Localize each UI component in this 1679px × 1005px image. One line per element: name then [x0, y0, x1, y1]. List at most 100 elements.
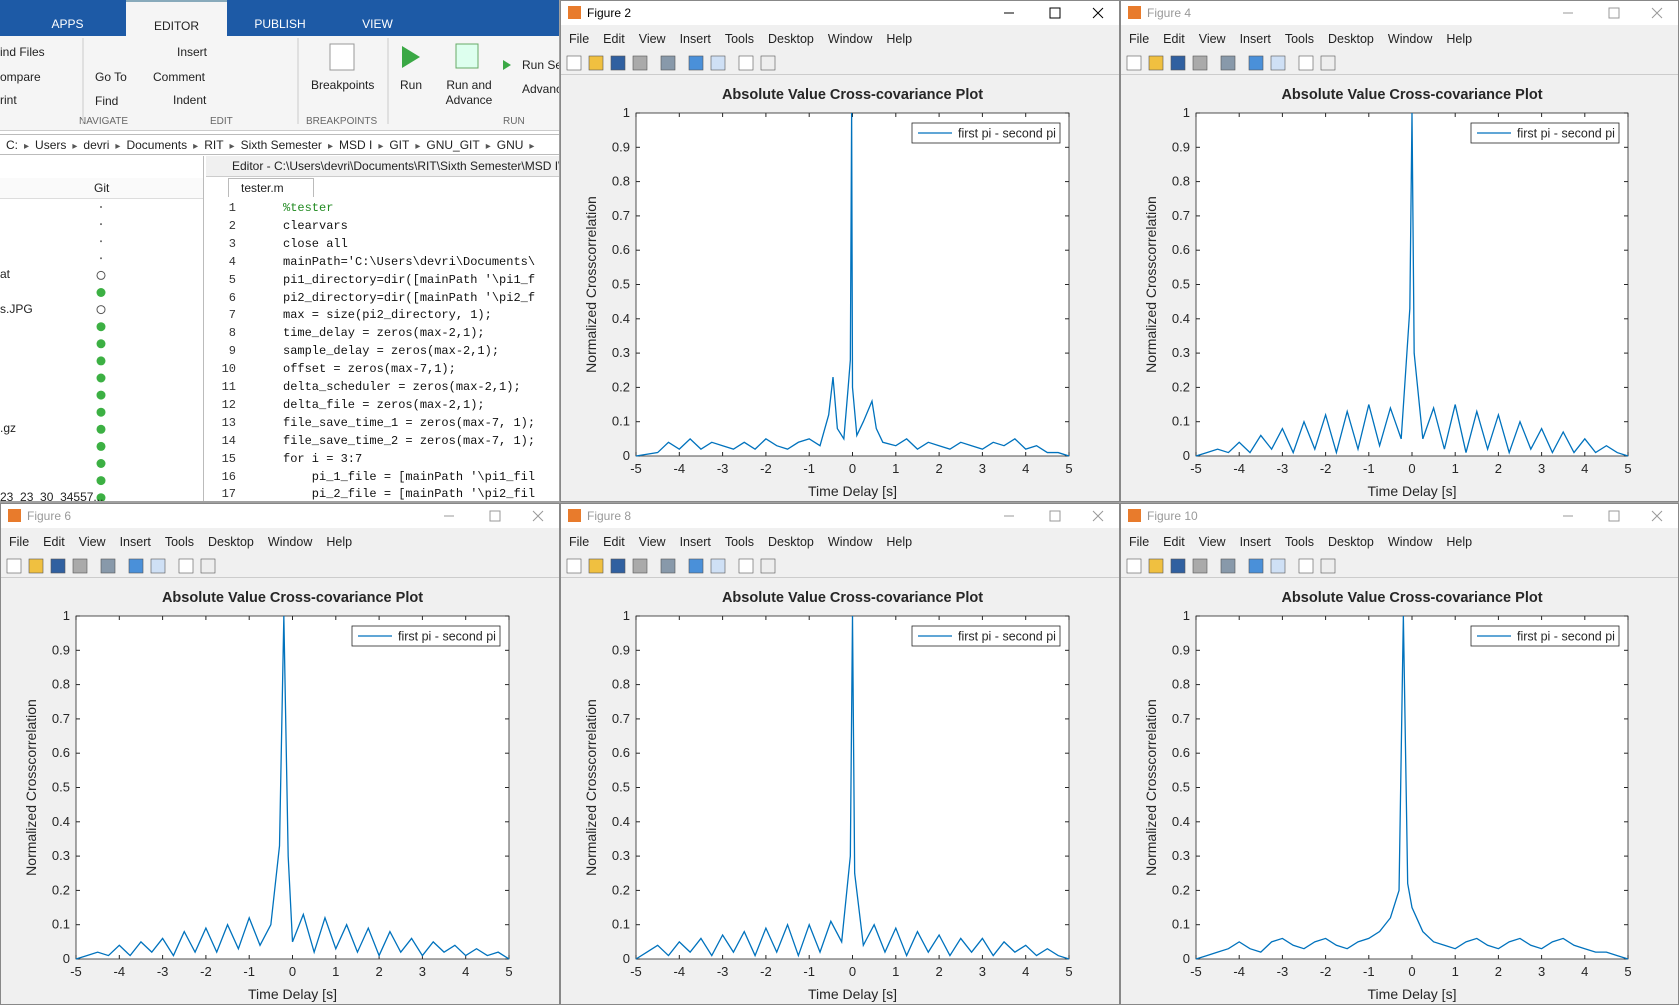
menu-item[interactable]: View: [1198, 535, 1226, 549]
maximize-button[interactable]: [1608, 510, 1620, 522]
tool-button[interactable]: [6, 558, 22, 574]
menu-item[interactable]: Window: [1387, 32, 1433, 46]
path-segment[interactable]: GNU: [497, 138, 535, 152]
ribbon-tab[interactable]: APPS: [51, 17, 84, 31]
menu-item[interactable]: Help: [886, 535, 913, 549]
tool-button[interactable]: [128, 558, 144, 574]
tool-button[interactable]: [660, 558, 676, 574]
tool-button[interactable]: [1320, 55, 1336, 71]
button[interactable]: Comment: [153, 70, 206, 84]
menu-item[interactable]: Tools: [164, 535, 195, 549]
menu-item[interactable]: Help: [1446, 535, 1473, 549]
menu-item[interactable]: Edit: [603, 535, 625, 549]
tool-button[interactable]: [1220, 558, 1236, 574]
tool-button[interactable]: [610, 558, 626, 574]
button[interactable]: rint: [0, 93, 17, 107]
tool-button[interactable]: [660, 55, 676, 71]
tool-button[interactable]: [1192, 558, 1208, 574]
tool-button[interactable]: [1298, 55, 1314, 71]
tool-button[interactable]: [1248, 55, 1264, 71]
file-tab[interactable]: tester.m: [228, 178, 314, 197]
path-segment[interactable]: GIT: [389, 138, 420, 152]
menu-item[interactable]: Insert: [119, 535, 151, 549]
menu-item[interactable]: Desktop: [768, 32, 814, 46]
menu-item[interactable]: Tools: [724, 32, 755, 46]
tool-button[interactable]: [1148, 55, 1164, 71]
menu-item[interactable]: Tools: [1284, 535, 1315, 549]
button[interactable]: Indent: [173, 93, 207, 107]
menu-item[interactable]: File: [569, 32, 590, 46]
close-button[interactable]: [532, 510, 544, 522]
path-segment[interactable]: MSD I: [339, 138, 383, 152]
tool-button[interactable]: [1170, 55, 1186, 71]
tool-button[interactable]: [738, 55, 754, 71]
maximize-button[interactable]: [1608, 7, 1620, 19]
path-segment[interactable]: Documents: [126, 138, 198, 152]
tool-button[interactable]: [1220, 55, 1236, 71]
menu-item[interactable]: Edit: [1163, 535, 1185, 549]
tool-button[interactable]: [1126, 558, 1142, 574]
menu-item[interactable]: File: [1129, 32, 1150, 46]
menu-item[interactable]: File: [1129, 535, 1150, 549]
path-segment[interactable]: GNU_GIT: [426, 138, 490, 152]
close-button[interactable]: [1092, 7, 1104, 19]
tool-button[interactable]: [1170, 558, 1186, 574]
path-segment[interactable]: Users: [35, 138, 77, 152]
menu-item[interactable]: Insert: [679, 535, 711, 549]
tool-button[interactable]: [178, 558, 194, 574]
menu-item[interactable]: File: [569, 535, 590, 549]
path-segment[interactable]: Sixth Semester: [241, 138, 333, 152]
tool-button[interactable]: [1248, 558, 1264, 574]
button[interactable]: ompare: [0, 70, 41, 84]
menu-item[interactable]: Desktop: [768, 535, 814, 549]
button[interactable]: Go To: [95, 70, 127, 84]
maximize-button[interactable]: [489, 510, 501, 522]
button[interactable]: Find: [95, 94, 119, 108]
close-button[interactable]: [1651, 510, 1663, 522]
menu-item[interactable]: Help: [886, 32, 913, 46]
menu-item[interactable]: View: [638, 32, 666, 46]
menu-item[interactable]: Desktop: [1328, 535, 1374, 549]
tool-button[interactable]: [710, 55, 726, 71]
tool-button[interactable]: [1270, 55, 1286, 71]
button[interactable]: Breakpoints: [311, 78, 375, 92]
tool-button[interactable]: [610, 55, 626, 71]
menu-item[interactable]: Window: [1387, 535, 1433, 549]
tool-button[interactable]: [688, 55, 704, 71]
menu-item[interactable]: Edit: [43, 535, 65, 549]
menu-item[interactable]: Help: [1446, 32, 1473, 46]
tool-button[interactable]: [738, 558, 754, 574]
tool-button[interactable]: [100, 558, 116, 574]
tool-button[interactable]: [50, 558, 66, 574]
menu-item[interactable]: View: [1198, 32, 1226, 46]
tool-button[interactable]: [566, 558, 582, 574]
menu-item[interactable]: Insert: [1239, 535, 1271, 549]
tool-button[interactable]: [28, 558, 44, 574]
menu-item[interactable]: Help: [326, 535, 353, 549]
path-segment[interactable]: RIT: [204, 138, 234, 152]
menu-item[interactable]: Window: [267, 535, 313, 549]
tool-button[interactable]: [688, 558, 704, 574]
tool-button[interactable]: [1148, 558, 1164, 574]
menu-item[interactable]: Edit: [603, 32, 625, 46]
file-name[interactable]: at: [0, 267, 11, 282]
file-name[interactable]: s.JPG: [0, 301, 33, 316]
maximize-button[interactable]: [1049, 7, 1061, 19]
file-tab-label[interactable]: tester.m: [241, 181, 284, 195]
menu-item[interactable]: Tools: [1284, 32, 1315, 46]
tool-button[interactable]: [588, 55, 604, 71]
menu-item[interactable]: Desktop: [208, 535, 254, 549]
tool-button[interactable]: [1126, 55, 1142, 71]
menu-item[interactable]: Insert: [679, 32, 711, 46]
menu-item[interactable]: File: [9, 535, 30, 549]
tool-button[interactable]: [1298, 558, 1314, 574]
tool-button[interactable]: [150, 558, 166, 574]
ribbon-tab[interactable]: EDITOR: [126, 0, 227, 38]
tool-button[interactable]: [72, 558, 88, 574]
menu-item[interactable]: Insert: [1239, 32, 1271, 46]
tool-button[interactable]: [1270, 558, 1286, 574]
tool-button[interactable]: [588, 558, 604, 574]
close-button[interactable]: [1651, 7, 1663, 19]
file-name[interactable]: .gz: [0, 421, 17, 436]
tool-button[interactable]: [760, 558, 776, 574]
